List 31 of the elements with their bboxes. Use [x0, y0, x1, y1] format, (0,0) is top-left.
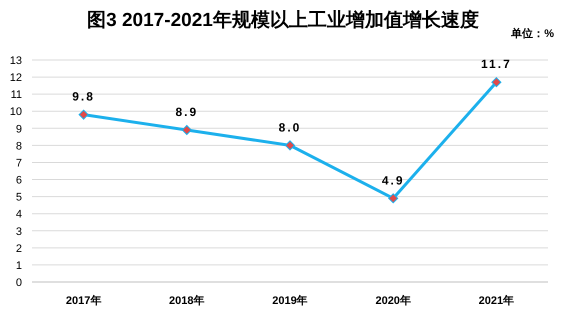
data-label: 11.7: [481, 57, 512, 72]
y-tick-label: 8: [16, 140, 22, 152]
y-tick-label: 5: [16, 192, 22, 204]
x-tick-label: 2018年: [169, 294, 205, 307]
y-tick-label: 6: [16, 174, 22, 187]
data-label: 9.8: [72, 90, 95, 104]
point: [388, 193, 398, 204]
y-tick-label: 13: [10, 55, 22, 67]
y-tick-label: 11: [10, 89, 22, 102]
y-tick-label: 4: [16, 208, 22, 221]
point: [491, 77, 502, 88]
x-tick-label: 2020年: [375, 294, 411, 307]
data-label: 8.9: [175, 105, 198, 120]
x-tick-label: 2019年: [272, 294, 308, 307]
text: 单位：%: [510, 27, 554, 40]
y-tick-label: 1: [16, 260, 22, 272]
y-tick-label: 7: [16, 157, 22, 170]
point: [285, 140, 295, 150]
y-tick-label: 12: [10, 72, 22, 84]
y-tick-label: 9: [16, 123, 22, 136]
data-label: 4.9: [382, 173, 405, 188]
x-tick-label: 2021年: [478, 294, 514, 307]
y-tick-label: 3: [16, 226, 22, 238]
y-tick-label: 10: [10, 106, 22, 118]
point: [78, 110, 89, 120]
y-tick-label: 2: [16, 242, 22, 255]
chart-title: 图3 2017-2021年规模以上工业增加值增长速度: [87, 9, 479, 31]
x-tick-label: 2017年: [66, 294, 102, 307]
y-tick-label: 0: [16, 277, 22, 289]
data-label: 8.0: [278, 120, 302, 134]
point: [182, 125, 192, 136]
